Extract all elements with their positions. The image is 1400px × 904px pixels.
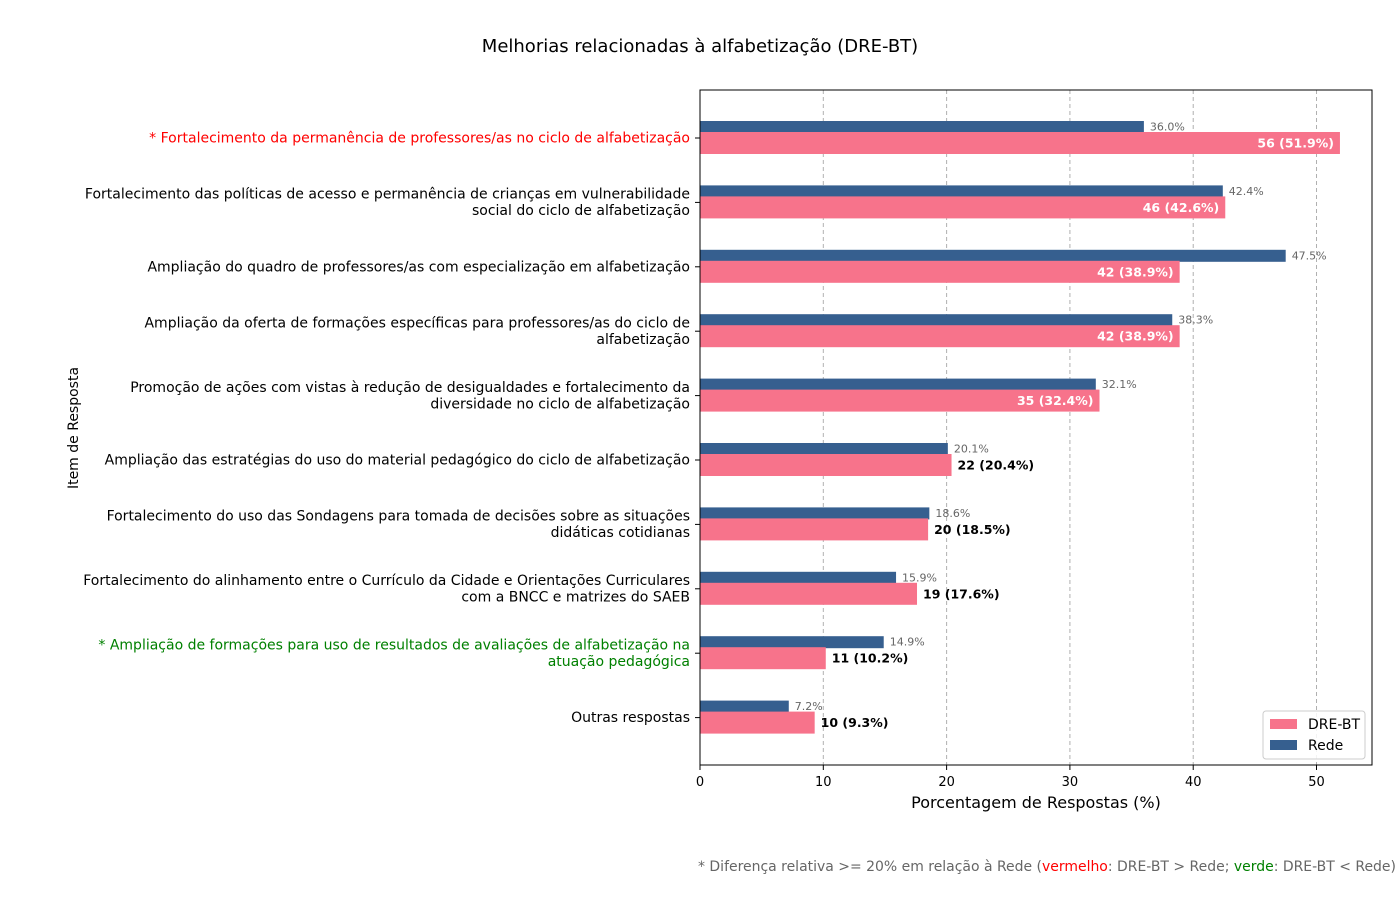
category-label: Ampliação do quadro de professores/as co… — [147, 259, 690, 275]
footnote-part: verde — [1234, 859, 1274, 875]
footnote: * Diferença relativa >= 20% em relação à… — [698, 859, 1396, 875]
dre-value-label: 10 (9.3%) — [821, 715, 889, 730]
bar-rede — [700, 121, 1144, 133]
data-labels: 36.0% 56 (51.9%) 42.4% 46 (42.6%) 47.5% 42 (3… — [795, 121, 1334, 731]
category-label: * Fortalecimento da permanência de profe… — [149, 131, 690, 147]
rede-value-label: 36.0% — [1150, 121, 1185, 134]
x-tick-label: 0 — [696, 775, 704, 790]
y-axis-label: Item de Resposta — [66, 367, 82, 489]
dre-value-label: 42 (38.9%) — [1097, 264, 1174, 279]
bar-dre-bt — [700, 711, 815, 734]
bar-dre-bt — [700, 518, 929, 541]
chart-title: Melhorias relacionadas à alfabetização (… — [482, 36, 918, 57]
y-axis: * Fortalecimento da permanência de profe… — [83, 131, 700, 726]
x-tick-label: 40 — [1185, 775, 1202, 790]
bar-dre-bt — [700, 196, 1226, 219]
bar-rede — [700, 507, 930, 520]
bar-dre-bt — [700, 132, 1340, 154]
category-label: Promoção de ações com vistas à redução d… — [130, 380, 690, 396]
dre-value-label: 35 (32.4%) — [1017, 393, 1094, 408]
bar-rede — [700, 185, 1223, 198]
category-label: Fortalecimento do alinhamento entre o Cu… — [83, 573, 690, 589]
x-tick-label: 20 — [938, 775, 955, 790]
category-label: alfabetização — [596, 332, 690, 348]
x-tick-label: 50 — [1308, 775, 1325, 790]
rede-value-label: 32.1% — [1102, 378, 1137, 391]
footnote-part: : DRE-BT > Rede; — [1108, 859, 1234, 875]
dre-value-label: 56 (51.9%) — [1257, 136, 1334, 151]
rede-value-label: 15.9% — [902, 571, 937, 584]
bar-rede — [700, 378, 1096, 391]
category-label: * Ampliação de formações para uso de res… — [98, 637, 690, 653]
footnote-part: : DRE-BT < Rede) — [1274, 859, 1396, 875]
category-label: Ampliação da oferta de formações específ… — [144, 315, 690, 331]
rede-value-label: 14.9% — [890, 636, 925, 649]
bar-rede — [700, 314, 1173, 327]
rede-value-label: 18.6% — [935, 507, 970, 520]
plot-area-frame — [699, 89, 1373, 766]
bar-rede — [700, 249, 1286, 262]
bar-rede — [700, 571, 897, 584]
x-axis: 0 10 20 30 40 50 — [696, 765, 1325, 790]
x-tick-label: 10 — [815, 775, 832, 790]
legend-label: DRE-BT — [1308, 717, 1361, 733]
bar-dre-bt — [700, 389, 1100, 412]
footnote-part: * Diferença relativa >= 20% em relação à… — [698, 859, 1042, 875]
category-label: atuação pedagógica — [548, 654, 690, 670]
bar-rede — [700, 443, 948, 455]
bar-rede — [700, 636, 884, 649]
bars — [700, 121, 1340, 734]
bar-rede — [700, 700, 789, 713]
dre-value-label: 19 (17.6%) — [923, 586, 1000, 601]
category-label: Fortalecimento do uso das Sondagens para… — [107, 509, 690, 525]
bar-dre-bt — [700, 454, 952, 476]
dre-value-label: 20 (18.5%) — [934, 522, 1011, 537]
dre-value-label: 42 (38.9%) — [1097, 329, 1174, 344]
category-label: com a BNCC e matrizes do SAEB — [461, 590, 690, 606]
rede-value-label: 7.2% — [795, 700, 823, 713]
legend-label: Rede — [1308, 738, 1343, 754]
dre-value-label: 22 (20.4%) — [958, 458, 1035, 473]
rede-value-label: 20.1% — [954, 443, 989, 456]
category-label: diversidade no ciclo de alfabetização — [430, 396, 690, 412]
category-label: Fortalecimento das políticas de acesso e… — [85, 187, 690, 203]
rede-value-label: 47.5% — [1292, 249, 1327, 262]
x-axis-label: Porcentagem de Respostas (%) — [911, 793, 1161, 812]
bar-dre-bt — [700, 582, 918, 605]
category-label: didáticas cotidianas — [551, 525, 690, 541]
x-tick-label: 30 — [1062, 775, 1079, 790]
legend-swatch — [1270, 719, 1297, 729]
category-label: Outras respostas — [571, 710, 690, 726]
bar-dre-bt — [700, 325, 1180, 348]
rede-value-label: 38.3% — [1178, 314, 1213, 327]
category-label: social do ciclo de alfabetização — [472, 203, 690, 219]
bar-dre-bt — [700, 260, 1180, 283]
bar-dre-bt — [700, 647, 826, 670]
dre-value-label: 46 (42.6%) — [1143, 200, 1220, 215]
dre-value-label: 11 (10.2%) — [832, 651, 909, 666]
rede-value-label: 42.4% — [1229, 185, 1264, 198]
legend: DRE-BT Rede — [1262, 710, 1366, 760]
legend-swatch — [1270, 740, 1297, 750]
footnote-part: vermelho — [1042, 859, 1108, 875]
category-label: Ampliação das estratégias do uso do mate… — [105, 453, 690, 469]
